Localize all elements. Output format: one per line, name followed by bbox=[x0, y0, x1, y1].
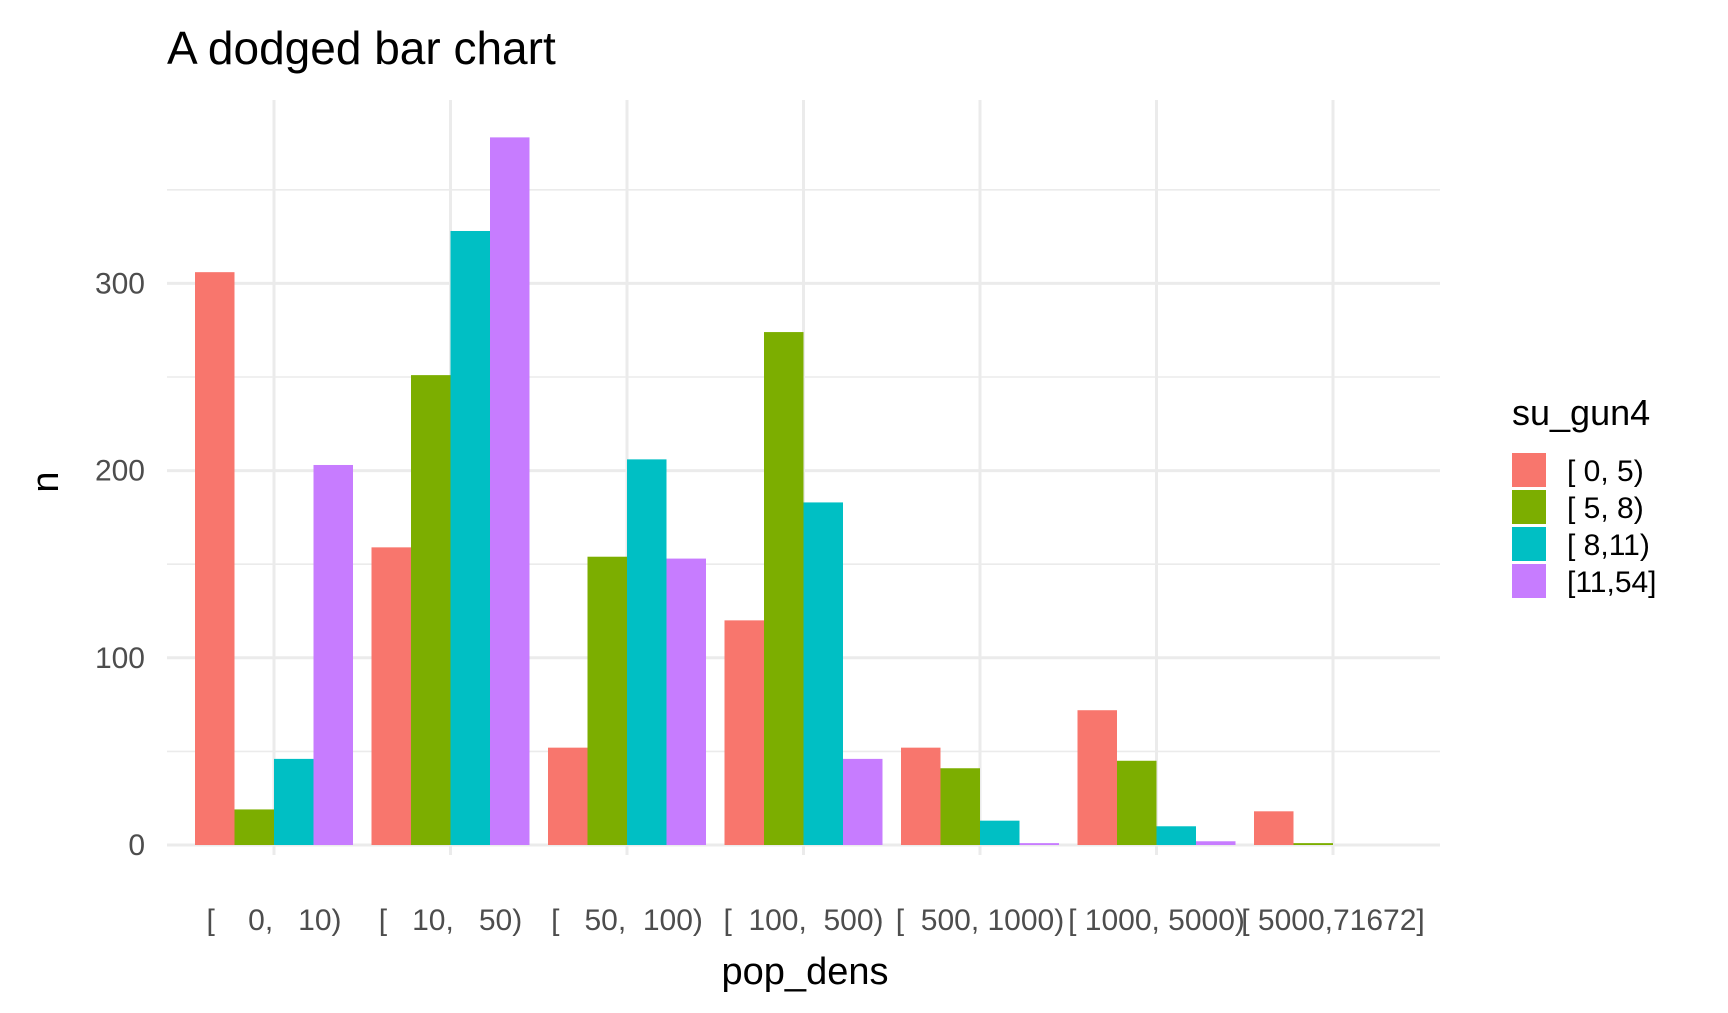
bar bbox=[313, 464, 353, 845]
bar bbox=[587, 556, 627, 845]
x-tick-label: [ 1000, 5000) bbox=[1068, 904, 1245, 937]
bar bbox=[627, 459, 667, 845]
x-tick-label: [ 50, 100) bbox=[551, 904, 703, 937]
legend-key bbox=[1512, 490, 1546, 524]
bar bbox=[980, 820, 1020, 845]
legend-label: [ 5, 8) bbox=[1567, 492, 1644, 525]
x-tick-label: [ 100, 500) bbox=[723, 904, 883, 937]
x-axis-title: pop_dens bbox=[722, 951, 889, 993]
legend-key bbox=[1512, 453, 1546, 487]
y-tick-label: 0 bbox=[128, 829, 145, 862]
bar bbox=[940, 768, 980, 845]
bar bbox=[274, 758, 314, 845]
x-tick-label: [ 0, 10) bbox=[206, 904, 341, 937]
legend-label: [ 0, 5) bbox=[1567, 455, 1644, 488]
bar bbox=[371, 547, 411, 845]
bar bbox=[1077, 710, 1117, 845]
x-tick-label: [ 5000,71672] bbox=[1241, 904, 1425, 937]
bar bbox=[1196, 841, 1236, 845]
chart-title: A dodged bar chart bbox=[167, 22, 556, 74]
bar bbox=[195, 272, 235, 846]
bar bbox=[450, 230, 490, 845]
bar bbox=[1254, 811, 1294, 845]
x-tick-label: [ 10, 50) bbox=[379, 904, 522, 937]
legend: su_gun4 [ 0, 5) [ 5, 8) [ 8,11) [11,54] bbox=[1512, 392, 1657, 599]
bar bbox=[843, 758, 883, 845]
bar bbox=[1156, 826, 1196, 845]
y-tick-label: 200 bbox=[95, 455, 145, 488]
bar bbox=[666, 558, 706, 845]
legend-items: [ 0, 5) [ 5, 8) [ 8,11) [11,54] bbox=[1512, 453, 1657, 599]
bar bbox=[803, 502, 843, 845]
bar bbox=[548, 747, 588, 845]
legend-title: su_gun4 bbox=[1512, 392, 1650, 433]
bar bbox=[901, 747, 941, 845]
bar bbox=[490, 137, 530, 845]
y-tick-label: 300 bbox=[95, 267, 145, 300]
bar bbox=[234, 809, 274, 845]
bar bbox=[411, 375, 451, 845]
y-tick-label: 100 bbox=[95, 642, 145, 675]
legend-key bbox=[1512, 527, 1546, 561]
legend-label: [ 8,11) bbox=[1567, 529, 1650, 562]
bar bbox=[1293, 843, 1333, 845]
x-tick-label: [ 500, 1000) bbox=[896, 904, 1064, 937]
ticks-layer: 0 100 200 300 [ 0, 10) [ 10, 50) [ 50, 100) [ 1… bbox=[95, 267, 1425, 937]
bars-layer bbox=[195, 137, 1333, 846]
bar bbox=[1117, 760, 1157, 845]
y-axis-title: n bbox=[25, 471, 67, 492]
bar bbox=[724, 620, 764, 845]
bar bbox=[764, 332, 804, 845]
legend-label: [11,54] bbox=[1567, 566, 1657, 599]
legend-key bbox=[1512, 564, 1546, 598]
bar bbox=[1019, 843, 1059, 845]
